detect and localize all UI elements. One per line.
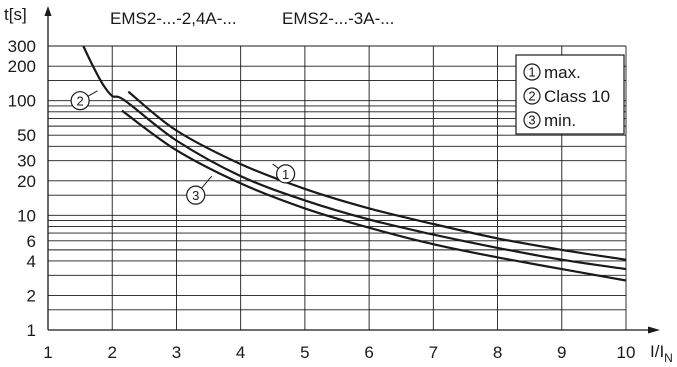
- series-lines: [82, 45, 627, 282]
- legend-item-2: 2 Class 10: [523, 87, 610, 106]
- legend-label-2: Class 10: [544, 87, 610, 106]
- y-tick-label: 1: [27, 321, 36, 340]
- curve-marker-3: [186, 185, 206, 205]
- legend-label-3: min.: [544, 111, 576, 130]
- legend-item-3: 3 min.: [523, 111, 576, 130]
- x-tick-label: 7: [429, 343, 438, 362]
- curve-marker-1-text: 1: [282, 167, 289, 182]
- series-line-1: [127, 90, 627, 261]
- legend-marker-3: [523, 111, 541, 129]
- legend-marker-1-text: 1: [528, 65, 535, 80]
- y-tick-label: 50: [17, 126, 36, 145]
- x-tick-label: 9: [557, 343, 566, 362]
- x-tick-label: 2: [107, 343, 116, 362]
- y-tick-label: 30: [17, 152, 36, 171]
- x-tick-label: 5: [300, 343, 309, 362]
- legend-item-1: 1 max.: [523, 63, 581, 82]
- x-axis-arrow: [648, 326, 660, 334]
- x-tick-label: 4: [236, 343, 245, 362]
- model-label-b: EMS2-...-3A-...: [282, 9, 394, 28]
- legend: 1 max. 2 Class 10 3 min.: [515, 54, 625, 135]
- x-tick-label: 8: [493, 343, 502, 362]
- model-label-a: EMS2-...-2,4A-...: [110, 9, 237, 28]
- y-axis-arrow: [44, 6, 52, 16]
- x-tick-label: 10: [617, 343, 636, 362]
- y-tick-label: 100: [8, 92, 36, 111]
- y-tick-label: 10: [17, 206, 36, 225]
- curve-marker-1: [276, 164, 296, 184]
- y-tick-label: 6: [27, 232, 36, 251]
- x-tick-label: 3: [172, 343, 181, 362]
- curve-markers: 1 2 3: [70, 90, 296, 205]
- legend-label-1: max.: [544, 63, 581, 82]
- x-axis-label-main: I/I: [650, 342, 664, 361]
- x-tick-label: 6: [364, 343, 373, 362]
- legend-marker-2-text: 2: [528, 89, 535, 104]
- legend-marker-1: [523, 63, 541, 81]
- y-axis-label: t[s]: [4, 5, 27, 24]
- y-tick-label: 4: [27, 252, 36, 271]
- y-tick-label: 200: [8, 57, 36, 76]
- curve-marker-2-text: 2: [76, 94, 83, 109]
- legend-marker-2: [523, 87, 541, 105]
- y-tick-label: 2: [27, 286, 36, 305]
- series-line-3: [121, 109, 627, 282]
- series-line-2: [82, 45, 627, 271]
- x-axis-label: I/IN: [650, 342, 673, 365]
- curve-marker-2: [70, 91, 90, 111]
- y-tick-label: 20: [17, 172, 36, 191]
- plot-axes: [44, 6, 660, 334]
- x-axis-label-subscript: N: [664, 351, 673, 365]
- curve-marker-3-text: 3: [192, 188, 199, 203]
- legend-marker-3-text: 3: [528, 113, 535, 128]
- y-tick-label: 300: [8, 37, 36, 56]
- x-tick-label: 1: [43, 343, 52, 362]
